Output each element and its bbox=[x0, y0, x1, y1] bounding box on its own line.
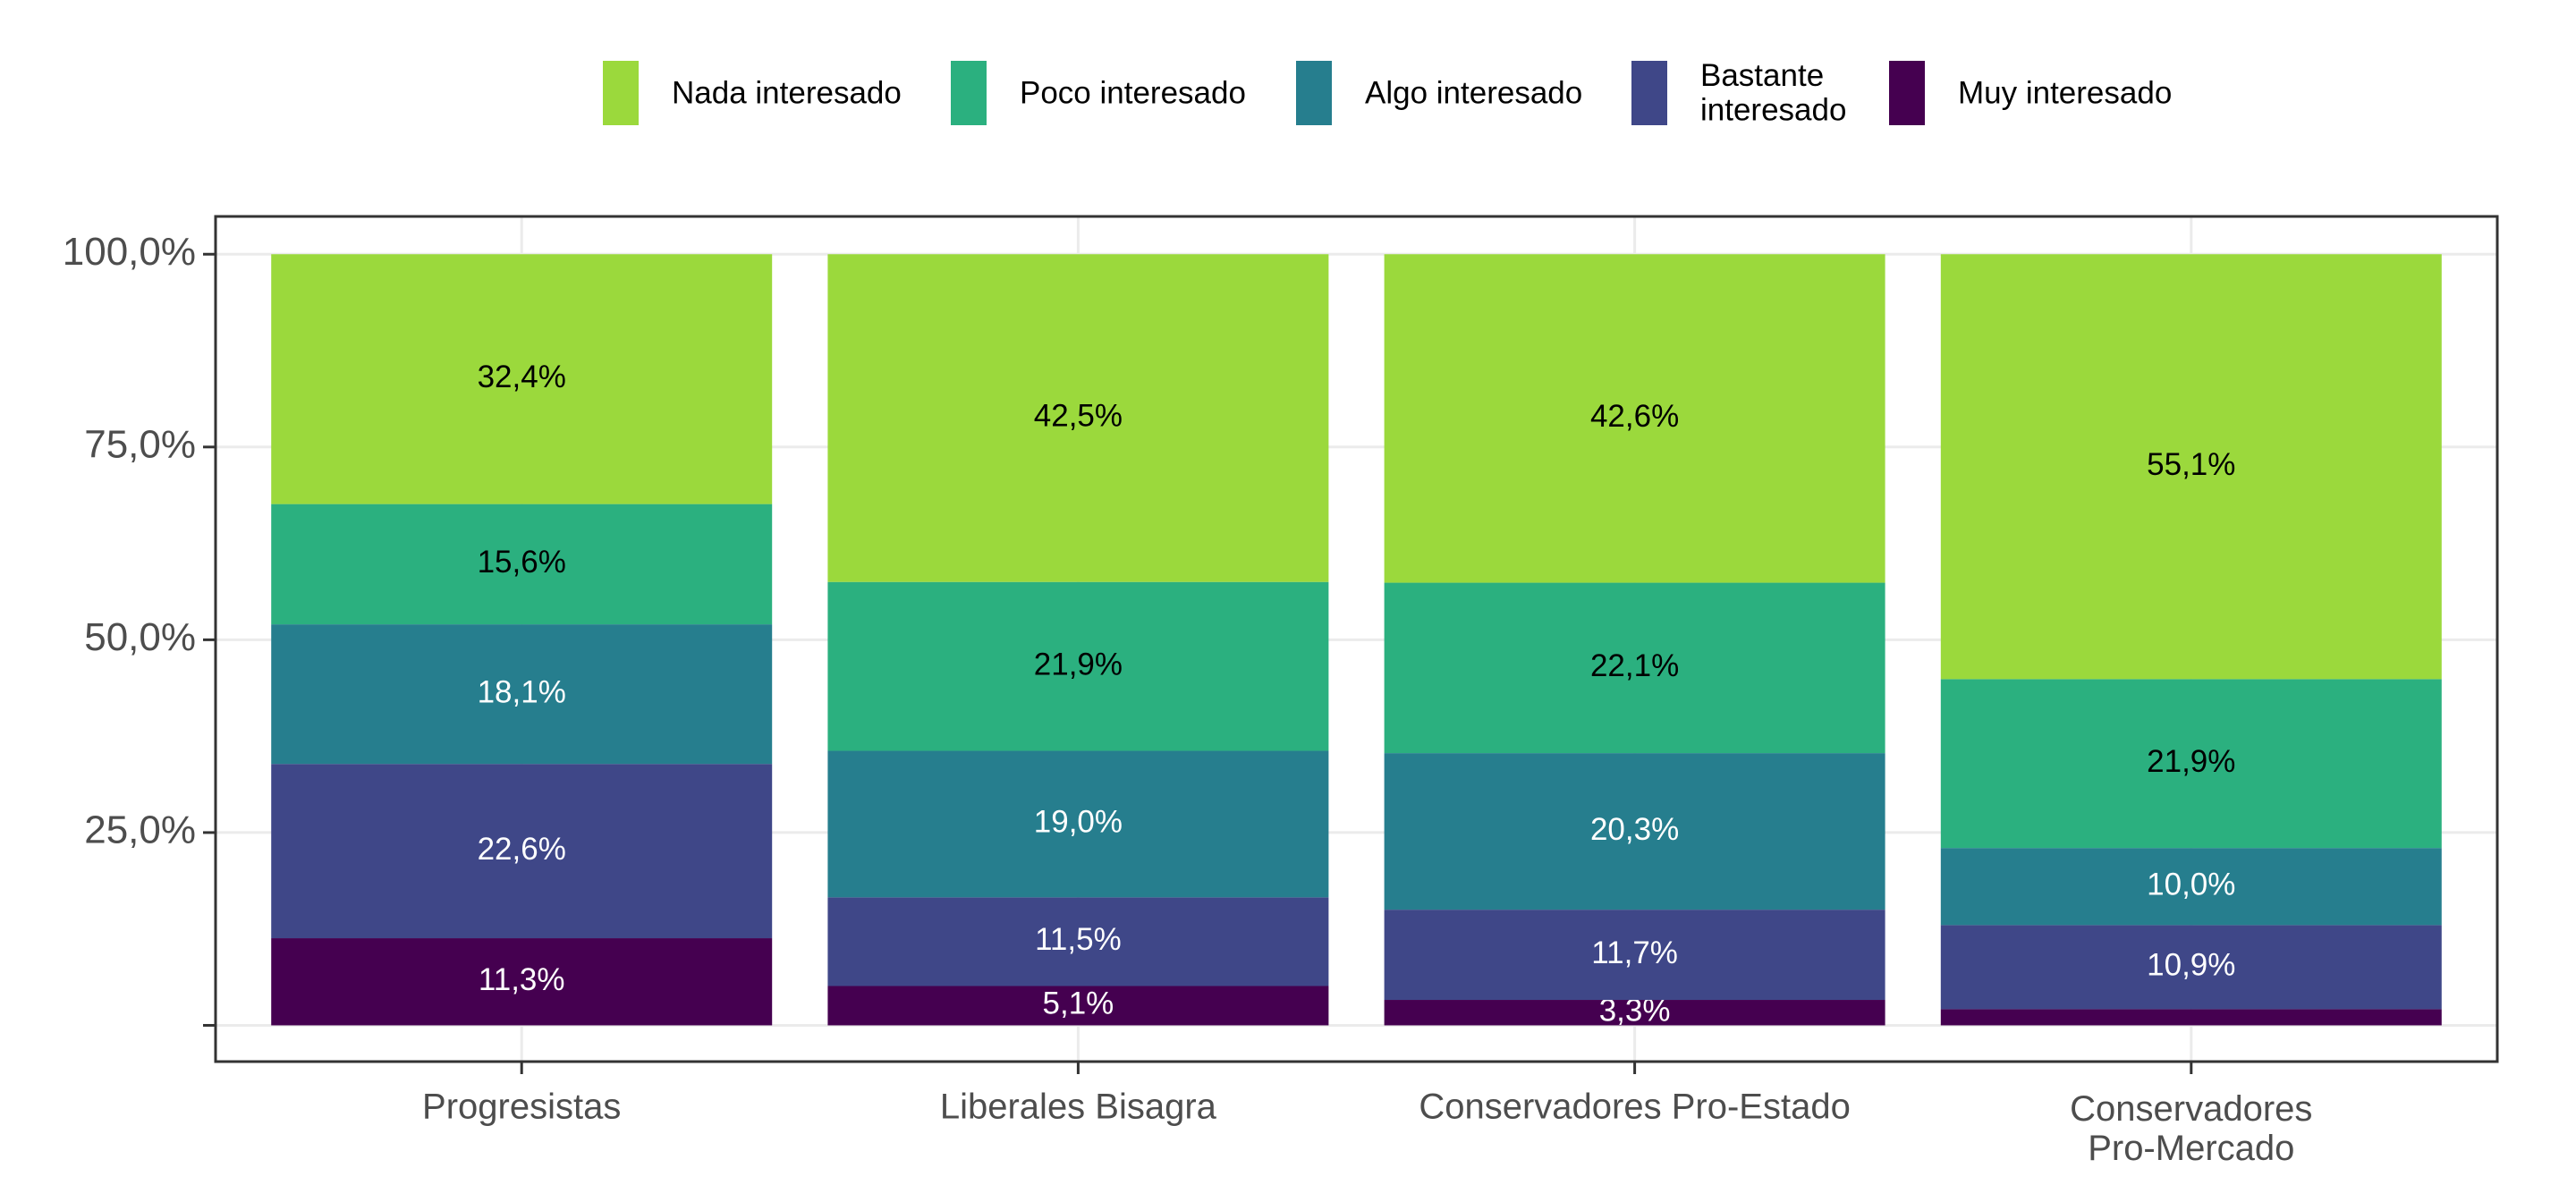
data-label: 42,5% bbox=[1034, 399, 1123, 434]
y-tick-label: 25,0% bbox=[84, 808, 196, 852]
bar-segment bbox=[271, 764, 773, 939]
data-label: 5,1% bbox=[1043, 986, 1114, 1021]
bar-segment bbox=[1940, 254, 2442, 680]
bar-segment bbox=[1940, 1009, 2442, 1026]
x-tick-label: Conservadores Pro-Estado bbox=[1419, 1088, 1850, 1127]
data-label: 15,6% bbox=[478, 545, 566, 580]
x-tick-label: Progresistas bbox=[422, 1088, 621, 1127]
bar-segment bbox=[1940, 848, 2442, 926]
bar-segment bbox=[1940, 679, 2442, 849]
bar-segment bbox=[1384, 582, 1885, 754]
data-label: 22,6% bbox=[478, 832, 566, 867]
bar-segment bbox=[1940, 925, 2442, 1010]
data-label: 19,0% bbox=[1034, 805, 1123, 840]
bar-segment bbox=[271, 504, 773, 625]
x-tick-label: Liberales Bisagra bbox=[940, 1088, 1217, 1127]
legend-label: Nada interesado bbox=[672, 75, 902, 110]
data-label: 11,5% bbox=[1035, 922, 1122, 957]
plot-border bbox=[214, 215, 2499, 1063]
legend-label: Algo interesado bbox=[1365, 75, 1582, 110]
bar-segment bbox=[1384, 254, 1885, 583]
bar-segment bbox=[827, 897, 1329, 986]
bar-segment bbox=[271, 938, 773, 1026]
data-label: 21,9% bbox=[1034, 647, 1123, 681]
bar-segment bbox=[1384, 910, 1885, 1001]
data-label: 22,1% bbox=[1590, 648, 1679, 683]
bar-segment bbox=[827, 254, 1329, 582]
bar-segment bbox=[827, 581, 1329, 751]
legend-key bbox=[1889, 61, 1925, 125]
y-tick-label: 75,0% bbox=[84, 422, 196, 466]
bar-segment bbox=[1384, 753, 1885, 910]
data-label: 21,9% bbox=[2147, 744, 2235, 779]
bar-segment bbox=[827, 986, 1329, 1026]
data-label: 11,3% bbox=[479, 962, 565, 997]
bar-segment bbox=[827, 750, 1329, 898]
bar-segment bbox=[271, 624, 773, 765]
data-label: 32,4% bbox=[478, 360, 566, 394]
y-tick-label: 100,0% bbox=[63, 230, 196, 274]
y-tick-label: 50,0% bbox=[84, 615, 196, 659]
data-label: 20,3% bbox=[1590, 812, 1679, 847]
legend-label: Muy interesado bbox=[1958, 75, 2172, 110]
data-label: 18,1% bbox=[478, 674, 566, 709]
legend-key bbox=[603, 61, 639, 125]
legend-label: Poco interesado bbox=[1020, 75, 1246, 110]
bar-segment bbox=[1384, 1000, 1885, 1026]
x-tick-label: Conservadores Pro-Mercado bbox=[2070, 1089, 2312, 1168]
legend-key bbox=[1631, 61, 1667, 125]
legend-key bbox=[1296, 61, 1332, 125]
data-label: 10,0% bbox=[2147, 868, 2235, 902]
data-label: 55,1% bbox=[2147, 447, 2235, 482]
legend-label: Bastante interesado bbox=[1700, 58, 1846, 128]
data-label: 11,7% bbox=[1591, 935, 1678, 970]
data-label: 42,6% bbox=[1590, 399, 1679, 434]
data-label: 10,9% bbox=[2147, 948, 2235, 983]
legend-key bbox=[951, 61, 987, 125]
bar-segment bbox=[271, 254, 773, 504]
